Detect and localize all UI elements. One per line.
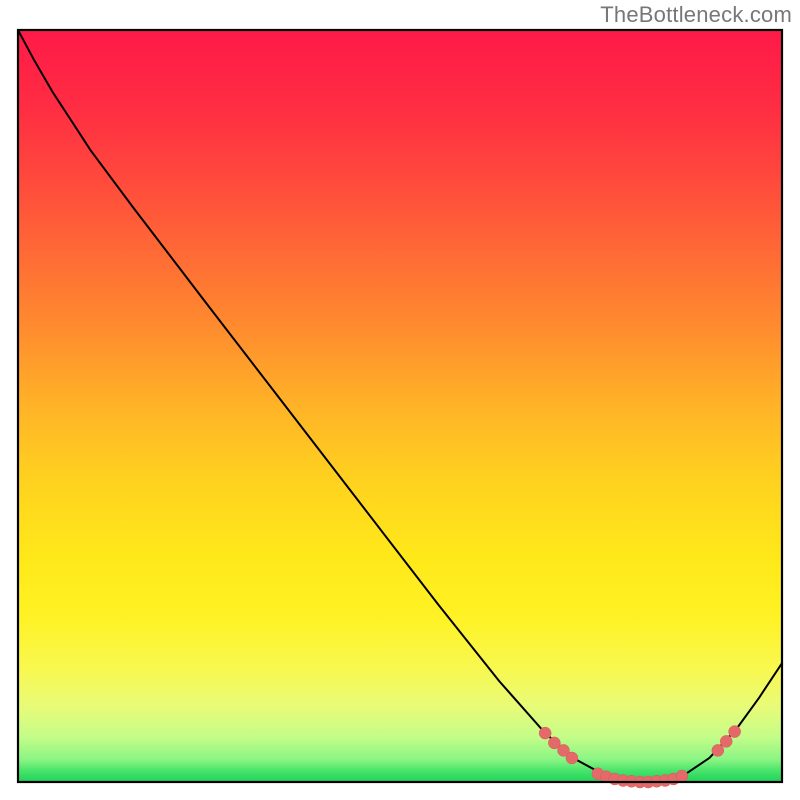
marker-point [676,770,688,782]
marker-point [712,744,724,756]
plot-background [18,30,782,782]
watermark-label: TheBottleneck.com [600,2,792,28]
marker-point [566,752,578,764]
marker-point [539,727,551,739]
marker-point [729,726,741,738]
bottleneck-chart [0,0,800,800]
chart-container: TheBottleneck.com [0,0,800,800]
marker-point [720,735,732,747]
